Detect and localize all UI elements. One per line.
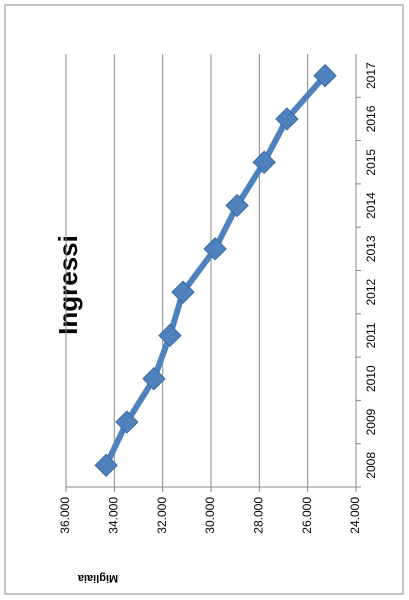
chart-frame: [4, 4, 404, 595]
data-point: [94, 453, 118, 478]
data-point: [313, 63, 337, 88]
data-point: [225, 193, 249, 218]
x-tick-label: 2015: [364, 149, 378, 176]
y-tick-label: 26.000: [300, 497, 314, 534]
data-point: [158, 323, 182, 348]
x-tick-label: 2011: [364, 322, 378, 348]
y-tick-label: 24.000: [348, 497, 362, 534]
x-tick-label: 2008: [364, 452, 378, 479]
x-tick-label: 2016: [364, 105, 378, 132]
chart-title: Ingressi: [53, 235, 83, 335]
y-tick-label: 36.000: [58, 497, 72, 534]
x-tick-label: 2010: [364, 365, 378, 392]
data-point: [142, 367, 166, 391]
x-tick-label: 2009: [364, 408, 378, 435]
data-point: [252, 150, 276, 174]
y-tick-label: 32.000: [155, 497, 169, 534]
data-point: [115, 410, 139, 434]
x-tick-label: 2012: [364, 278, 378, 305]
y-tick-label: 34.000: [107, 497, 121, 534]
x-tick-label: 2013: [364, 235, 378, 262]
x-tick-label: 2017: [364, 62, 378, 89]
x-tick-label: 2014: [364, 192, 378, 219]
y-tick-label: 30.000: [203, 497, 217, 534]
data-line: [103, 73, 328, 467]
data-point: [275, 107, 299, 131]
data-point: [203, 237, 227, 261]
y-axis-label: Migliaia: [77, 572, 118, 584]
data-point: [171, 280, 195, 304]
y-tick-label: 28.000: [252, 497, 266, 534]
